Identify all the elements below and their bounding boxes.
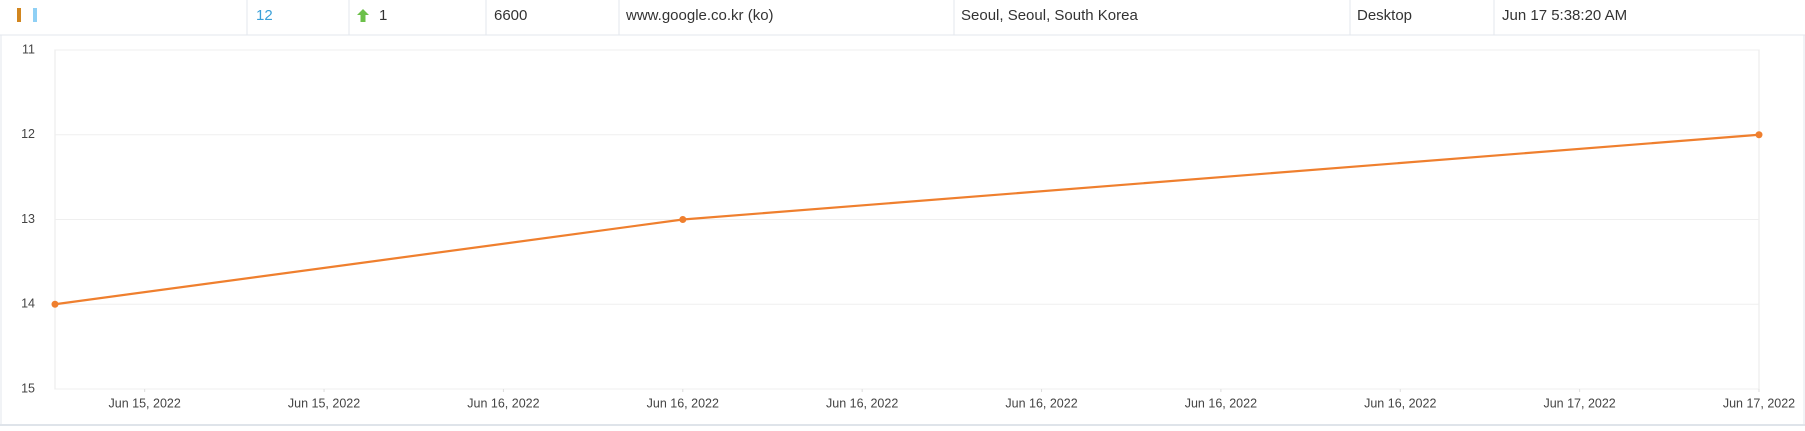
x-tick-label: Jun 17, 2022 (1543, 396, 1615, 410)
x-tick-label: Jun 16, 2022 (1005, 396, 1077, 410)
x-tick-label: Jun 16, 2022 (647, 396, 719, 410)
y-tick-label: 13 (21, 212, 35, 226)
y-tick-label: 15 (21, 381, 35, 395)
x-tick-label: Jun 16, 2022 (826, 396, 898, 410)
x-tick-label: Jun 17, 2022 (1723, 396, 1795, 410)
change: 1 (379, 7, 387, 24)
device: Desktop (1357, 7, 1412, 24)
y-tick-label: 11 (22, 42, 35, 56)
indicator-bar (17, 8, 21, 22)
x-tick-label: Jun 15, 2022 (288, 396, 360, 410)
column-dividers (246, 0, 1495, 35)
y-tick-label: 14 (21, 297, 35, 311)
table-row (0, 0, 1805, 35)
x-tick-label: Jun 16, 2022 (1185, 396, 1257, 410)
engine: www.google.co.kr (ko) (625, 7, 774, 24)
indicator-bar (33, 8, 37, 22)
point (679, 216, 687, 223)
volume: 6600 (494, 7, 527, 24)
up-arrow (357, 9, 369, 22)
x-tick-label: Jun 15, 2022 (109, 396, 181, 410)
y-tick-label: 12 (21, 127, 35, 141)
x-tick-label: Jun 16, 2022 (1364, 396, 1436, 410)
point (51, 300, 59, 308)
location: Seoul, Seoul, South Korea (961, 7, 1138, 24)
point (1755, 131, 1763, 139)
rank[interactable]: 12 (256, 7, 273, 24)
x-tick-label: Jun 16, 2022 (467, 396, 539, 410)
chart: 11 12 13 14 15 Jun 15, 2022 Jun 15, 2022 Jun 16… (21, 42, 1795, 410)
updated: Jun 17 5:38:20 AM (1502, 7, 1627, 24)
